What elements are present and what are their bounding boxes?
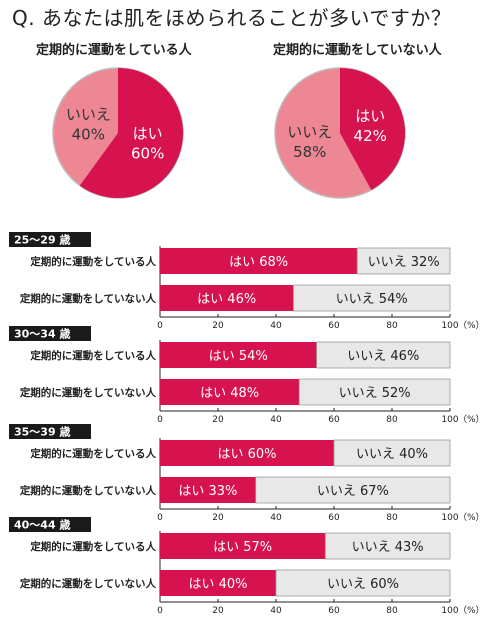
x-tick-label: 100 (441, 321, 458, 331)
x-tick-label: 100 (441, 513, 458, 523)
x-tick-label: 40 (270, 415, 282, 425)
pie-yes-label: はい (355, 107, 385, 125)
x-tick-label: 80 (386, 606, 398, 616)
pie-charts: はい 60% いいえ 40% はい 42% いいえ 58% (52, 67, 406, 199)
bar-row-label: 定期的に運動をしている人 (29, 255, 156, 268)
age-group-label: 40～44 歳 (14, 518, 70, 532)
bar-no-label: いいえ 67% (317, 484, 389, 499)
bar-yes-label: はい 68% (229, 255, 288, 270)
bar-row-label: 定期的に運動をしていない人 (19, 484, 157, 497)
bar-no-label: いいえ 46% (347, 349, 419, 364)
age-group-label: 35～39 歳 (14, 425, 70, 439)
bar-no-label: いいえ 60% (327, 577, 399, 592)
age-group-box (9, 424, 91, 439)
bar-no-label: いいえ 54% (336, 292, 408, 307)
bar-segment-no (255, 476, 451, 504)
age-group-box (9, 232, 91, 247)
x-tick-label: 80 (386, 321, 398, 331)
x-tick-label: 20 (212, 606, 224, 616)
bar-no-label: いいえ 52% (339, 386, 411, 401)
bar-no-label: いいえ 43% (352, 540, 424, 555)
x-tick-label: 60 (328, 415, 340, 425)
x-tick-label: 20 (212, 513, 224, 523)
x-tick-label: 40 (270, 606, 282, 616)
x-unit-label: （%） (458, 320, 485, 331)
pie-no-label: いいえ (287, 123, 332, 141)
pie-no-value: 40% (72, 125, 105, 143)
x-tick-label: 0 (157, 415, 163, 425)
bar-row-label: 定期的に運動をしている人 (29, 349, 156, 362)
x-tick-label: 60 (328, 321, 340, 331)
bar-yes-label: はい 57% (213, 540, 272, 555)
pie-title-exercise: 定期的に運動をしている人 (36, 43, 192, 58)
bar-yes-label: はい 33% (178, 484, 237, 499)
age-group-label: 30～34 歳 (14, 327, 70, 341)
bar-yes-label: はい 46% (197, 292, 256, 307)
bar-yes-label: はい 54% (209, 349, 268, 364)
pie-no-value: 58% (293, 143, 326, 161)
age-group-box (9, 517, 91, 532)
age-group-box (9, 326, 91, 341)
bar-segment-no (292, 284, 451, 312)
bar-segment-yes (160, 285, 294, 311)
x-unit-label: （%） (458, 512, 485, 523)
bar-no-label: いいえ 32% (368, 255, 440, 270)
x-tick-label: 60 (328, 513, 340, 523)
bar-segment-yes (160, 570, 276, 596)
pie-slice-yes (340, 68, 405, 190)
bar-no-label: いいえ 40% (356, 447, 428, 462)
pie-yes-value: 60% (131, 145, 164, 163)
x-unit-label: （%） (458, 605, 485, 616)
bar-segment-yes (160, 248, 358, 274)
pie-no-label: いいえ (66, 105, 111, 123)
bar-yes-label: はい 48% (200, 386, 259, 401)
x-tick-label: 40 (270, 513, 282, 523)
bar-yes-label: はい 40% (188, 577, 247, 592)
bar-row-label: 定期的に運動をしていない人 (19, 292, 157, 305)
age-group-label: 25～29 歳 (14, 233, 70, 247)
bar-yes-label: はい 60% (217, 447, 276, 462)
bar-segment-no (316, 341, 451, 369)
bar-segment-yes (160, 440, 334, 466)
bar-row-label: 定期的に運動をしている人 (29, 447, 156, 460)
pie-slice-yes (79, 68, 183, 198)
x-tick-label: 20 (212, 321, 224, 331)
pie-yes-label: はい (133, 125, 163, 143)
bar-segment-no (298, 378, 451, 406)
x-tick-label: 100 (441, 415, 458, 425)
question-title: Q. あなたは肌をほめられることが多いですか？ (12, 6, 452, 30)
bar-segment-no (324, 532, 451, 560)
bar-row-label: 定期的に運動をしている人 (29, 540, 156, 553)
pie-title-no-exercise: 定期的に運動をしていない人 (273, 43, 442, 58)
x-tick-label: 0 (157, 321, 163, 331)
x-tick-label: 40 (270, 321, 282, 331)
x-tick-label: 0 (157, 606, 163, 616)
pie-yes-value: 42% (354, 127, 387, 145)
bar-segment-yes (160, 533, 326, 559)
x-tick-label: 80 (386, 415, 398, 425)
x-tick-label: 20 (212, 415, 224, 425)
bar-segment-yes (160, 379, 300, 405)
x-tick-label: 0 (157, 513, 163, 523)
bar-segment-no (275, 569, 451, 597)
bar-segment-no (333, 439, 451, 467)
bar-segment-no (356, 247, 451, 275)
bar-segment-yes (160, 342, 317, 368)
x-unit-label: （%） (458, 414, 485, 425)
x-tick-label: 80 (386, 513, 398, 523)
x-tick-label: 100 (441, 606, 458, 616)
bar-row-label: 定期的に運動をしていない人 (19, 577, 157, 590)
bar-row-label: 定期的に運動をしていない人 (19, 386, 157, 399)
x-tick-label: 60 (328, 606, 340, 616)
bar-segment-yes (160, 477, 256, 503)
